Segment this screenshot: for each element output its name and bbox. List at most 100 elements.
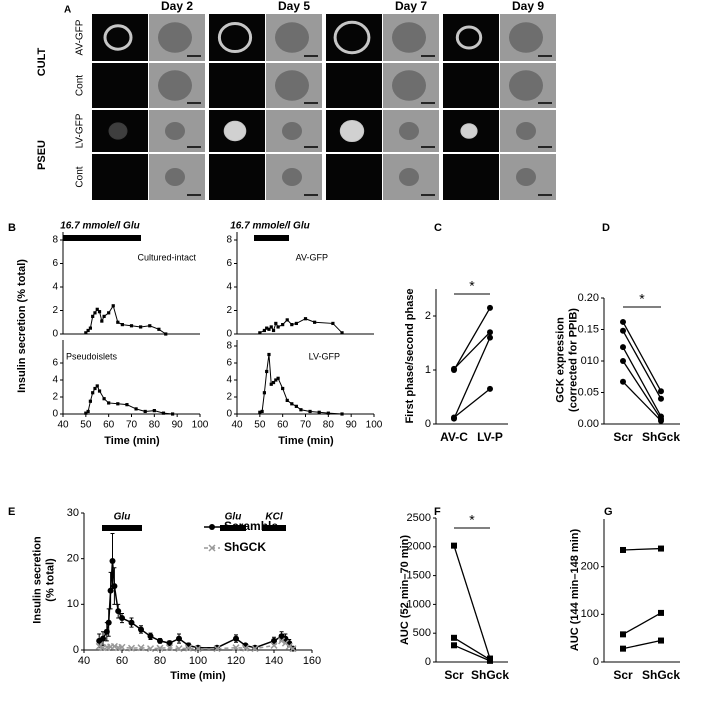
x-tick-label: 100 [366, 420, 383, 431]
y-axis-label: (% total) [44, 558, 56, 602]
data-point [294, 404, 298, 408]
y-tick-label: 2 [226, 392, 232, 403]
y-axis-label: First phase/second phase [404, 288, 416, 423]
pair-line [453, 644, 491, 662]
data-point [317, 410, 321, 414]
data-point [620, 318, 626, 325]
significance-label: * [639, 291, 645, 307]
data-point [451, 365, 457, 372]
data-point [262, 328, 266, 333]
fluorescence-image [209, 14, 265, 61]
data-point [487, 304, 493, 311]
data-point [100, 635, 106, 642]
data-point [658, 395, 664, 402]
data-point [271, 328, 276, 333]
data-point [451, 642, 457, 649]
data-point [184, 644, 193, 652]
data-point [290, 323, 294, 327]
data-point [120, 323, 124, 327]
data-point [107, 401, 111, 405]
y-tick-label: 2000 [407, 541, 431, 553]
day-header: Day 2 [161, 0, 193, 13]
data-point [111, 304, 115, 308]
data-point [97, 310, 102, 314]
y-tick-label: 0 [425, 418, 431, 430]
data-point [271, 380, 276, 385]
data-point [100, 319, 104, 323]
day-header: Day 5 [278, 0, 310, 13]
fluorescence-image [326, 154, 382, 200]
data-point [138, 626, 144, 633]
data-point [109, 557, 116, 564]
y-axis-label: (corrected for PPIB) [567, 308, 579, 412]
x-tick-label: Scr [613, 430, 633, 444]
panel-letter: G [604, 506, 613, 518]
y-tick-label: 10 [67, 598, 79, 610]
y-tick-label: 4 [52, 282, 58, 293]
data-point [265, 326, 269, 330]
pair-line [622, 612, 662, 635]
x-tick-label: 50 [254, 420, 266, 431]
legend-label: ShGCK [224, 540, 266, 554]
data-point [164, 332, 168, 336]
data-point [194, 645, 202, 653]
x-tick-label: LV-P [477, 430, 503, 444]
stimulus-label: Glu [225, 512, 242, 523]
data-point [285, 398, 289, 402]
fluorescence-image [326, 63, 382, 108]
x-tick-label: 60 [103, 420, 115, 431]
pair-line [622, 639, 662, 650]
y-tick-label: 0.15 [578, 323, 599, 335]
y-tick-label: 0 [52, 329, 58, 340]
chart-label: Cultured-intact [137, 252, 196, 262]
day-header: Day 7 [395, 0, 427, 13]
data-point [147, 633, 154, 640]
data-point [84, 331, 88, 335]
data-point [289, 645, 297, 653]
y-tick-label: 2 [52, 305, 58, 316]
y-tick-label: 2500 [407, 512, 431, 524]
data-point [251, 645, 259, 653]
y-tick-label: 1 [425, 364, 431, 376]
y-tick-label: 4 [226, 282, 232, 293]
stimulus-bar [254, 235, 289, 241]
data-point [95, 384, 99, 388]
stimulus-bar [262, 525, 286, 531]
data-point [294, 321, 298, 326]
data-point [451, 542, 457, 549]
pair-line [622, 346, 662, 417]
data-point [111, 583, 118, 590]
data-point [278, 637, 286, 645]
pair-line [622, 381, 662, 422]
fluorescence-image [443, 154, 499, 200]
gfp-signal [217, 21, 253, 54]
data-point [281, 323, 285, 327]
y-tick-label: 6 [226, 258, 232, 269]
data-point [299, 408, 303, 412]
gfp-signal [108, 122, 128, 140]
data-point [620, 645, 626, 652]
data-point [267, 352, 271, 357]
x-tick-label: 60 [116, 655, 128, 667]
x-tick-label: 80 [323, 420, 335, 431]
x-tick-label: 70 [126, 420, 138, 431]
stimulus-label: Glu [114, 512, 131, 523]
islet [165, 168, 185, 186]
panel-letter: B [8, 222, 16, 234]
y-axis-label: AUC (52 min–70 min) [399, 535, 411, 645]
y-tick-label: 4 [52, 375, 58, 386]
x-tick-label: 90 [172, 420, 184, 431]
data-point [269, 382, 273, 386]
row-label: Cont [75, 75, 86, 96]
data-point [233, 635, 239, 642]
x-tick-label: ShGck [642, 430, 680, 444]
data-point [620, 546, 626, 553]
x-tick-label: 50 [80, 420, 92, 431]
x-tick-label: Scr [444, 668, 464, 682]
data-point [102, 397, 106, 401]
data-point [175, 645, 183, 653]
pair-line [622, 360, 662, 420]
data-point [91, 391, 95, 395]
chart-label: AV-GFP [296, 252, 328, 262]
